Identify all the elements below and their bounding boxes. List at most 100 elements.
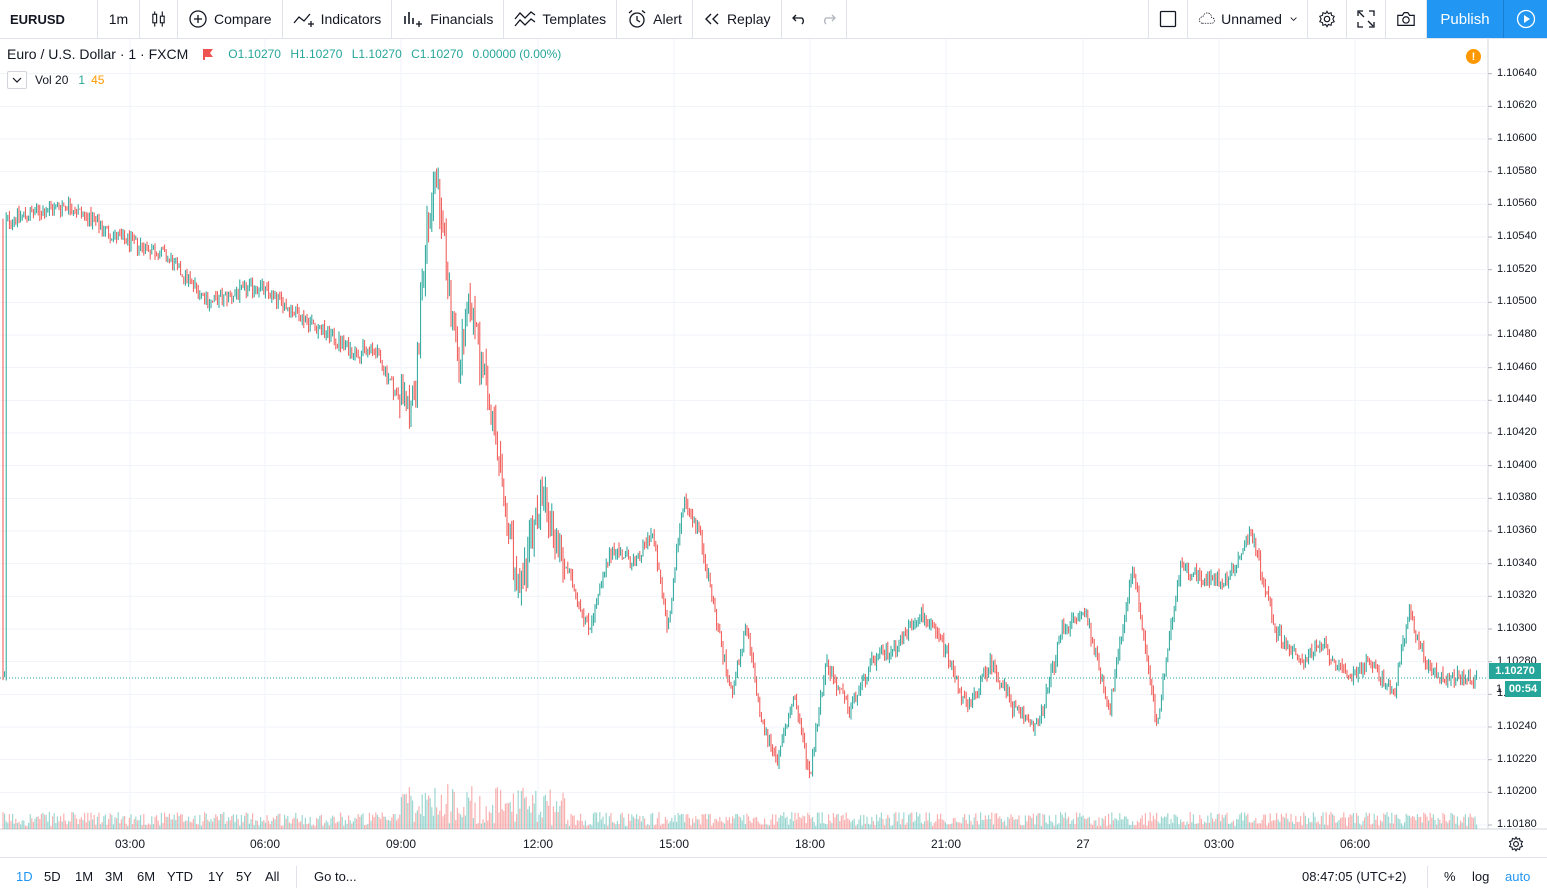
price-tick-label: 1.10240 bbox=[1497, 720, 1537, 732]
warning-icon[interactable]: ! bbox=[1466, 49, 1481, 64]
publish-button[interactable]: Publish bbox=[1427, 0, 1503, 38]
alert-label: Alert bbox=[653, 11, 682, 27]
volume-label: Vol 20 bbox=[35, 73, 69, 87]
divider bbox=[1427, 866, 1428, 888]
symbol-label: EURUSD bbox=[10, 11, 65, 27]
low-value: L1.10270 bbox=[351, 47, 402, 61]
time-tick-label: 06:00 bbox=[1339, 837, 1371, 851]
percent-scale-toggle[interactable]: % bbox=[1444, 869, 1456, 884]
last-price-label: 1.10270 bbox=[1489, 663, 1541, 679]
change-value: 0.00000 (0.00%) bbox=[472, 47, 562, 61]
close-value: C1.10270 bbox=[411, 47, 464, 61]
collapse-toggle[interactable] bbox=[7, 71, 27, 89]
time-tick-label: 12:00 bbox=[522, 837, 554, 851]
price-tick-label: 1.10400 bbox=[1497, 458, 1537, 471]
time-tick-label: 09:00 bbox=[385, 837, 417, 851]
price-tick-label: 1.10520 bbox=[1497, 262, 1537, 275]
time-tick-label: 18:00 bbox=[794, 837, 826, 851]
cloud-icon bbox=[1199, 12, 1215, 24]
replay-label: Replay bbox=[726, 11, 771, 27]
interval-label: 1m bbox=[108, 11, 129, 27]
candles-icon bbox=[152, 11, 165, 27]
layout-select-button[interactable] bbox=[1148, 0, 1188, 38]
symbol-title: Euro / U.S. Dollar · 1 · FXCM bbox=[7, 46, 189, 62]
volume-value: 1 bbox=[78, 73, 86, 87]
gear-icon bbox=[1319, 10, 1335, 28]
square-icon bbox=[1159, 10, 1177, 28]
chevron-down-icon bbox=[1290, 17, 1297, 22]
range-button-1y[interactable]: 1Y bbox=[208, 869, 224, 884]
templates-button[interactable]: Templates bbox=[504, 0, 618, 38]
settings-button[interactable] bbox=[1308, 0, 1347, 38]
countdown-stub: 1 bbox=[1496, 683, 1503, 695]
undo-icon bbox=[791, 14, 804, 25]
redo-icon bbox=[823, 14, 836, 25]
range-button-6m[interactable]: 6M bbox=[137, 869, 156, 884]
chart-style-button[interactable] bbox=[140, 0, 178, 38]
price-tick-label: 1.10600 bbox=[1497, 132, 1537, 144]
price-tick-label: 1.10540 bbox=[1497, 230, 1537, 242]
price-tick-label: 1.10420 bbox=[1497, 426, 1537, 438]
range-button-ytd[interactable]: YTD bbox=[167, 869, 193, 884]
price-tick-label: 1.10440 bbox=[1497, 393, 1537, 406]
chevron-down-icon bbox=[12, 77, 22, 83]
indicators-button[interactable]: Indicators bbox=[283, 0, 393, 38]
plus-circle-icon bbox=[189, 10, 207, 28]
price-tick-label: 1.10380 bbox=[1497, 491, 1537, 504]
symbol-search-button[interactable]: EURUSD bbox=[0, 0, 98, 38]
bar-countdown-label: 00:54 bbox=[1505, 681, 1541, 697]
snapshot-button[interactable] bbox=[1386, 0, 1427, 38]
clock-label[interactable]: 08:47:05 (UTC+2) bbox=[1302, 869, 1407, 884]
alert-button[interactable]: Alert bbox=[617, 0, 693, 38]
price-tick-label: 1.10460 bbox=[1497, 360, 1537, 373]
range-button-5y[interactable]: 5Y bbox=[236, 869, 252, 884]
time-tick-label: 15:00 bbox=[658, 837, 690, 851]
range-button-3m[interactable]: 3M bbox=[105, 869, 124, 884]
axis-settings-icon[interactable] bbox=[1508, 836, 1524, 852]
price-tick-label: 1.10620 bbox=[1497, 99, 1537, 112]
price-tick-label: 1.10320 bbox=[1497, 589, 1537, 602]
undo-button[interactable] bbox=[782, 0, 814, 38]
top-toolbar: EURUSD 1m Compare Indicators bbox=[0, 0, 1547, 39]
financials-button[interactable]: Financials bbox=[392, 0, 505, 38]
log-scale-toggle[interactable]: log bbox=[1472, 869, 1490, 884]
play-icon bbox=[1516, 9, 1535, 29]
range-button-5d[interactable]: 5D bbox=[44, 869, 61, 884]
price-chart[interactable] bbox=[0, 39, 1547, 857]
price-tick-label: 1.10300 bbox=[1497, 622, 1537, 634]
price-tick-label: 1.10340 bbox=[1497, 556, 1537, 569]
time-tick-label: 03:00 bbox=[114, 837, 146, 851]
interval-button[interactable]: 1m bbox=[98, 0, 140, 38]
volume-legend: Vol 20 1 45 bbox=[7, 71, 104, 89]
fullscreen-button[interactable] bbox=[1347, 0, 1386, 38]
play-button[interactable] bbox=[1503, 0, 1547, 38]
redo-button[interactable] bbox=[814, 0, 847, 38]
price-tick-label: 1.10500 bbox=[1497, 295, 1537, 308]
templates-label: Templates bbox=[542, 11, 607, 27]
camera-icon bbox=[1397, 12, 1415, 26]
volume-ma-value: 45 bbox=[91, 73, 105, 87]
open-value: O1.10270 bbox=[228, 47, 281, 61]
auto-scale-toggle[interactable]: auto bbox=[1505, 869, 1531, 884]
range-button-1d[interactable]: 1D bbox=[16, 869, 33, 884]
high-value: H1.10270 bbox=[290, 47, 343, 61]
price-tick-label: 1.10560 bbox=[1497, 197, 1537, 210]
price-tick-label: 1.10640 bbox=[1497, 66, 1537, 79]
compare-button[interactable]: Compare bbox=[178, 0, 283, 38]
publish-label: Publish bbox=[1440, 10, 1490, 28]
alarm-clock-icon bbox=[628, 10, 646, 28]
ohlc-values: O1.10270 H1.10270 L1.10270 C1.10270 0.00… bbox=[228, 47, 567, 61]
time-tick-label: 06:00 bbox=[249, 837, 281, 851]
price-tick-label: 1.10580 bbox=[1497, 164, 1537, 177]
range-button-all[interactable]: All bbox=[265, 869, 280, 884]
time-tick-label: 21:00 bbox=[930, 837, 962, 851]
save-layout-button[interactable]: Unnamed bbox=[1188, 0, 1308, 38]
bottom-toolbar: 1D 5D 1M 3M 6M YTD 1Y 5Y All Go to... 08:47:05 (… bbox=[0, 857, 1547, 896]
indicators-label: Indicators bbox=[320, 11, 382, 27]
flag-icon[interactable] bbox=[202, 48, 214, 60]
price-tick-label: 1.10480 bbox=[1497, 328, 1537, 340]
replay-button[interactable]: Replay bbox=[693, 0, 782, 38]
financials-label: Financials bbox=[430, 11, 494, 27]
range-button-1m[interactable]: 1M bbox=[75, 869, 94, 884]
goto-date-button[interactable]: Go to... bbox=[314, 869, 357, 884]
